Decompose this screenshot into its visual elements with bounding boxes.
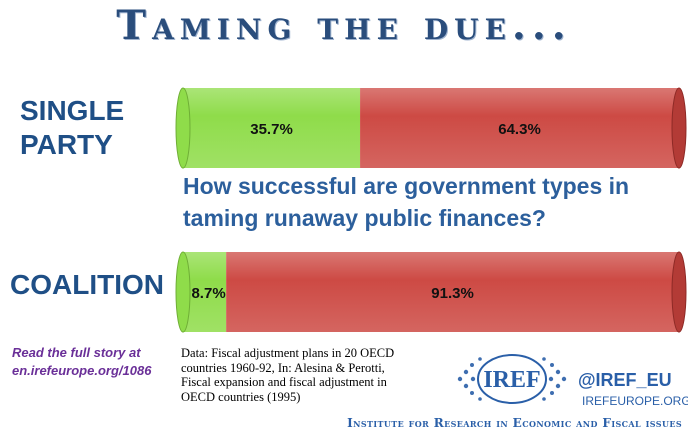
bar-segment-single-party-failure xyxy=(360,88,679,168)
bar-segment-single-party-success xyxy=(183,88,361,168)
bar-cap-left-single-party xyxy=(175,87,191,169)
institute-name: Institute for Research in Economic and F… xyxy=(347,416,682,430)
category-label-single-party: SINGLE PARTY xyxy=(20,95,125,160)
iref-logo-icon: IREF xyxy=(457,354,567,404)
website-link[interactable]: IREFEUROPE.ORG xyxy=(582,394,688,408)
chart-question: How successful are government types in t… xyxy=(183,173,630,231)
twitter-handle[interactable]: @IREF_EU xyxy=(578,370,672,390)
data-label-single-party-failure: 64.3% xyxy=(498,121,541,138)
data-source-note: Data: Fiscal adjustment plans in 20 OECD… xyxy=(181,346,395,404)
data-label-coalition-success: 8.7% xyxy=(191,285,225,302)
bar-cap-left-coalition xyxy=(175,251,191,333)
page-title: Taming the due... xyxy=(116,2,572,49)
bar-svg-coalition: 8.7% 91.3% xyxy=(175,251,687,333)
bar-svg-single-party: 35.7% 64.3% xyxy=(175,87,687,169)
category-label-coalition: COALITION xyxy=(10,269,164,300)
bar-cap-right-single-party xyxy=(671,87,687,169)
bar-coalition: 8.7% 91.3% xyxy=(175,251,688,333)
data-label-single-party-success: 35.7% xyxy=(250,121,293,138)
bar-single-party: 35.7% 64.3% xyxy=(175,87,688,169)
logo-text: IREF xyxy=(483,367,540,393)
data-label-coalition-failure: 91.3% xyxy=(431,285,474,302)
bar-segment-coalition-failure xyxy=(226,252,679,332)
read-more-link[interactable]: Read the full story at en.irefeurope.org… xyxy=(12,345,152,378)
bar-cap-right-coalition xyxy=(671,251,687,333)
iref-logo: IREF xyxy=(452,350,572,408)
